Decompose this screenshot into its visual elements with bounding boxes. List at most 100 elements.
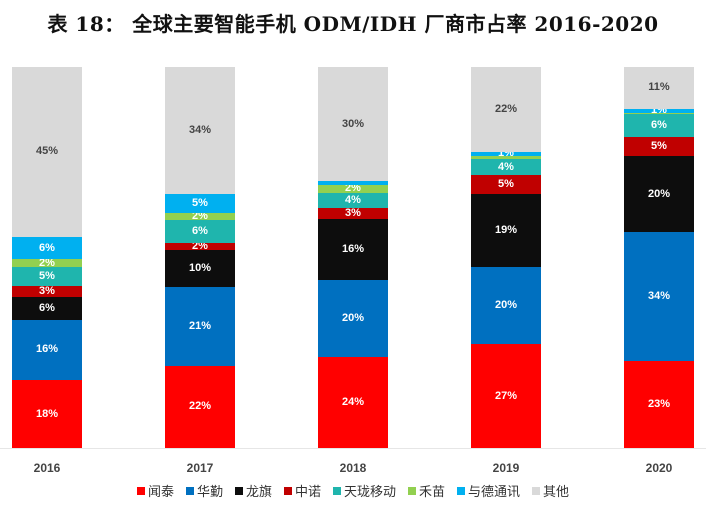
data-label: 22% <box>494 102 518 115</box>
data-label: 5% <box>651 140 667 153</box>
bar-segment: 10% <box>165 250 235 288</box>
legend-label: 其他 <box>543 485 570 500</box>
data-label: 4% <box>498 160 514 173</box>
bar-segment: 22% <box>471 67 541 152</box>
legend-label: 中诺 <box>294 485 321 500</box>
bar-segment: 5% <box>165 194 235 213</box>
data-label: 6% <box>39 301 55 314</box>
data-label: 20% <box>494 299 518 312</box>
legend-item: 其他 <box>532 481 569 500</box>
bar-segment: 34% <box>624 231 694 361</box>
legend-label: 华勤 <box>196 485 223 500</box>
legend-swatch <box>136 486 145 495</box>
data-label: 34% <box>188 124 212 137</box>
data-label: 2% <box>192 209 208 222</box>
bar-2016: 18% 16% 6% 3% 5% 2% 6% 45% <box>12 67 82 448</box>
legend-swatch <box>234 486 243 495</box>
data-label: 1% <box>651 104 667 117</box>
data-label: 2% <box>192 239 208 252</box>
data-label: 11% <box>648 81 670 94</box>
data-label: 5% <box>192 196 208 209</box>
data-label: 5% <box>498 177 514 190</box>
data-label: 1% <box>498 147 514 160</box>
bar-segment: 5% <box>624 137 694 157</box>
data-label: 4% <box>345 193 361 206</box>
data-label: 34% <box>647 289 671 302</box>
bar-segment: 2% <box>318 183 388 194</box>
bar-segment: 5% <box>471 174 541 195</box>
legend-swatch <box>283 486 292 495</box>
data-label: 6% <box>39 241 55 254</box>
data-label: 5% <box>39 269 55 282</box>
bar-segment: 5% <box>12 266 82 286</box>
legend-swatch <box>333 486 341 495</box>
legend-item: 华勤 <box>185 481 223 500</box>
data-label: 3% <box>345 207 361 220</box>
bar-segment: 20% <box>318 280 388 357</box>
bar-segment: 3% <box>318 207 388 220</box>
data-label: 24% <box>341 395 365 408</box>
x-tick-label: 2018 <box>339 461 367 475</box>
legend-item: 与德通讯 <box>457 481 520 500</box>
bar-segment: 1% <box>624 105 694 116</box>
chart-title: 表 18： 全球主要智能手机 ODM/IDH 厂商市占率 2016-2020 <box>47 12 659 36</box>
bar-2019: 27% 20% 19% 5% 4% 1% 22% <box>471 67 541 448</box>
data-label: 10% <box>188 262 212 275</box>
legend-item: 龙旗 <box>234 481 272 500</box>
legend-item: 禾苗 <box>408 481 445 500</box>
data-label: 19% <box>494 224 518 237</box>
legend-label: 天珑移动 <box>344 485 397 500</box>
bar-2018: 24% 20% 16% 3% 4% 2% 30% <box>318 67 388 448</box>
data-label: 23% <box>647 397 671 410</box>
bar-segment: 4% <box>471 159 541 175</box>
bar-segment: 30% <box>318 67 388 182</box>
bar-segment: 6% <box>624 114 694 138</box>
legend-item: 闻泰 <box>136 481 174 500</box>
bar-segment: 2% <box>165 209 235 222</box>
data-label: 16% <box>35 343 59 356</box>
bar-segment: 18% <box>12 380 82 448</box>
plot-area: 18% 16% 6% 3% 5% 2% 6% 45% 22% 21% 10% 2% 6% 2% 5% 34%… <box>0 67 706 448</box>
bar-segment <box>624 112 694 115</box>
legend-label: 闻泰 <box>147 485 174 500</box>
data-label: 18% <box>35 407 59 420</box>
bar-segment: 19% <box>471 194 541 268</box>
data-label: 20% <box>647 187 671 200</box>
data-label: 3% <box>39 284 55 297</box>
bar-segment: 11% <box>624 67 694 109</box>
data-label: 20% <box>341 311 365 324</box>
x-axis-line <box>0 448 706 449</box>
legend-label: 龙旗 <box>245 485 272 500</box>
legend-label: 禾苗 <box>419 485 446 500</box>
bar-segment: 45% <box>12 67 82 237</box>
bar-segment: 2% <box>12 257 82 268</box>
bar-segment: 2% <box>165 239 235 252</box>
bar-segment: 22% <box>165 365 235 448</box>
data-label: 22% <box>188 400 212 413</box>
data-label: 45% <box>35 145 59 158</box>
bar-2020: 23% 34% 20% 5% 6% 1% 11% <box>624 67 694 448</box>
bar-segment <box>318 181 388 186</box>
data-label: 27% <box>494 389 518 402</box>
bar-segment: 16% <box>12 319 82 381</box>
bar-segment: 6% <box>12 297 82 320</box>
legend-swatch <box>457 486 466 495</box>
bar-segment: 16% <box>318 219 388 281</box>
bar-segment: 4% <box>318 192 388 208</box>
data-label: 30% <box>341 117 365 130</box>
legend-item: 天珑移动 <box>333 481 396 500</box>
bar-segment: 3% <box>12 284 82 298</box>
bar-segment <box>471 155 541 160</box>
data-label: 6% <box>192 224 208 237</box>
bar-segment: 27% <box>471 344 541 448</box>
legend: 闻泰 华勤 龙旗 中诺 天珑移动 禾苗 与德通讯 其他 <box>0 481 706 500</box>
bar-segment: 6% <box>12 236 82 260</box>
bar-segment: 34% <box>165 67 235 195</box>
x-tick-label: 2020 <box>645 461 673 475</box>
bar-segment: 23% <box>624 360 694 448</box>
legend-swatch <box>408 486 417 495</box>
data-label: 6% <box>651 119 667 132</box>
bar-segment: 24% <box>318 356 388 448</box>
legend-item: 中诺 <box>283 481 321 500</box>
x-tick-label: 2016 <box>33 461 61 475</box>
